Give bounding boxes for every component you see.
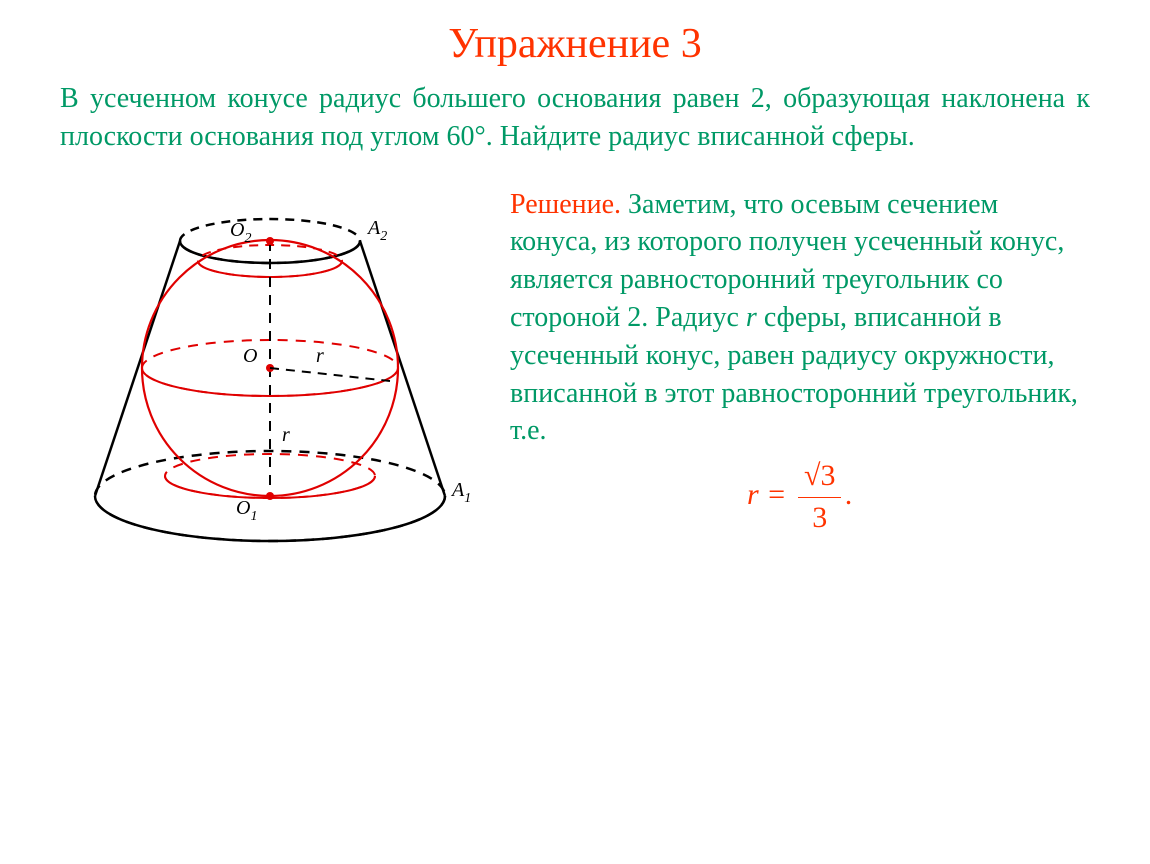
formula-fraction: √33 bbox=[798, 456, 841, 538]
solution-block: Решение. Заметим, что осевым сечением ко… bbox=[510, 186, 1090, 539]
label-O1: O1 bbox=[236, 497, 257, 524]
page-title: Упражнение 3 bbox=[60, 20, 1090, 68]
formula-den: 3 bbox=[798, 498, 841, 539]
formula-lhs: r bbox=[747, 478, 759, 511]
label-r-upper: r bbox=[316, 345, 324, 367]
formula: r = √33. bbox=[510, 456, 1090, 538]
label-A2: A2 bbox=[366, 217, 387, 244]
label-A1: A1 bbox=[450, 479, 471, 506]
label-O2: O2 bbox=[230, 219, 251, 246]
formula-eq: = bbox=[759, 478, 794, 511]
formula-num: √3 bbox=[798, 456, 841, 498]
figure-frustum-sphere: O2 A2 O r r O1 A1 bbox=[60, 186, 480, 571]
content-row: O2 A2 O r r O1 A1 Решение. Заметим, что … bbox=[60, 186, 1090, 571]
label-O: O bbox=[243, 345, 257, 367]
formula-dot: . bbox=[845, 478, 853, 511]
label-r-lower: r bbox=[282, 424, 290, 446]
problem-statement: В усеченном конусе радиус большего основ… bbox=[60, 80, 1090, 156]
solution-label: Решение. bbox=[510, 189, 621, 220]
slide: Упражнение 3 В усеченном конусе радиус б… bbox=[0, 0, 1150, 591]
solution-r: r bbox=[746, 302, 757, 333]
